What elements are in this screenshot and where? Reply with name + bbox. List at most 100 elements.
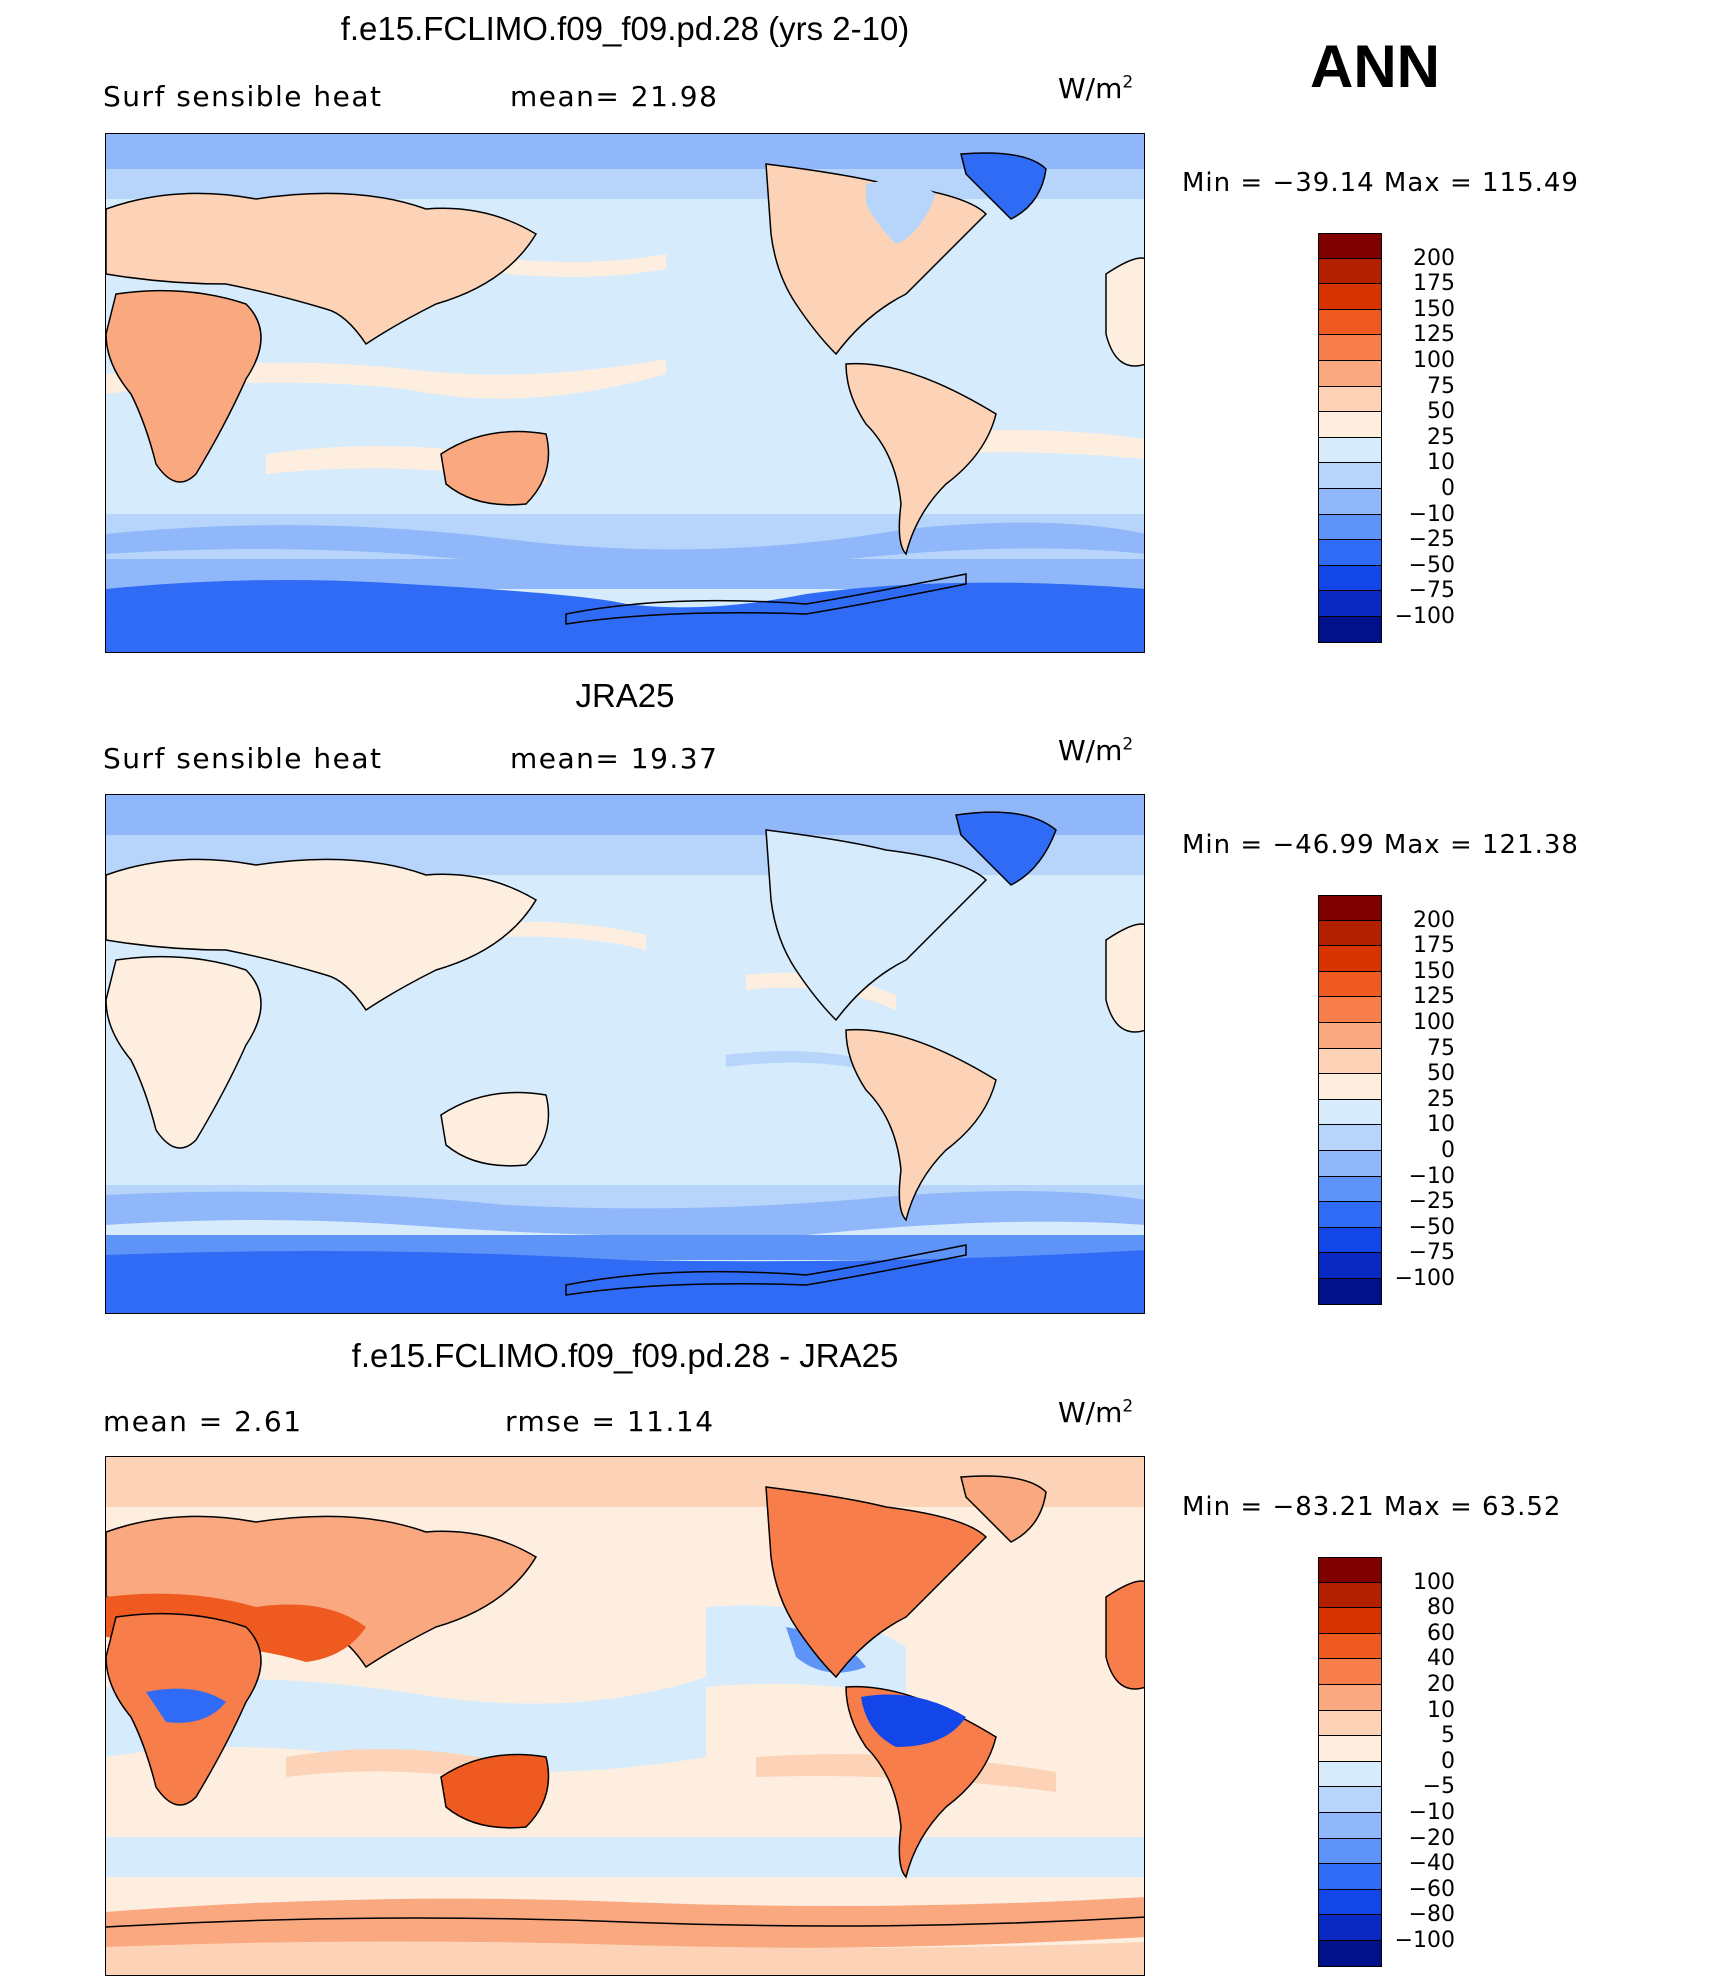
- colorbar-swatch: [1318, 971, 1382, 998]
- colorbar-swatch: [1318, 1710, 1382, 1737]
- colorbar-swatch: [1318, 309, 1382, 336]
- colorbar-swatch: [1318, 1176, 1382, 1203]
- colorbar-tick-label: 25: [1427, 424, 1455, 450]
- panel-3-units-text: W/m: [1058, 1396, 1123, 1429]
- colorbar-tick-label: −10: [1408, 501, 1455, 527]
- colorbar-tick-label: 10: [1427, 1112, 1455, 1138]
- colorbar-swatch: [1318, 1608, 1382, 1634]
- colorbar-tick-label: 125: [1413, 322, 1455, 348]
- colorbar-swatch: [1318, 565, 1382, 592]
- colorbar-tick-label: 10: [1427, 450, 1455, 476]
- panel-1-units-text: W/m: [1058, 72, 1123, 105]
- colorbar-tick-label: 175: [1413, 271, 1455, 297]
- panel-1-mean: mean= 21.98: [510, 80, 719, 113]
- colorbar-tick-label: −75: [1408, 1240, 1455, 1266]
- colorbar-swatch: [1318, 1812, 1382, 1839]
- colorbar-swatch: [1318, 437, 1382, 464]
- panel-1-minmax: Min = −39.14 Max = 115.49: [1182, 168, 1579, 198]
- colorbar-swatch: [1318, 360, 1382, 387]
- season-label: ANN: [1310, 33, 1440, 100]
- panel-2-variable: Surf sensible heat: [103, 742, 383, 775]
- colorbar-swatch: [1318, 386, 1382, 413]
- colorbar-tick-label: 100: [1413, 348, 1455, 373]
- colorbar-tick-label: 100: [1413, 1010, 1455, 1035]
- colorbar-swatch: [1318, 920, 1382, 947]
- colorbar-swatch: [1318, 258, 1382, 285]
- panel-1-colorbar: [1318, 233, 1382, 643]
- colorbar-tick-label: 5: [1441, 1723, 1455, 1749]
- colorbar-tick-label: −40: [1408, 1851, 1455, 1877]
- panel-2-colorbar: [1318, 895, 1382, 1305]
- colorbar-swatch: [1318, 1761, 1382, 1788]
- colorbar-tick-label: −5: [1422, 1774, 1455, 1800]
- colorbar-tick-label: −100: [1394, 1266, 1455, 1291]
- colorbar-swatch: [1318, 1099, 1382, 1126]
- colorbar-tick-label: 200: [1413, 245, 1455, 271]
- panel-1-title: f.e15.FCLIMO.f09_f09.pd.28 (yrs 2-10): [340, 10, 910, 47]
- colorbar-tick-label: −80: [1408, 1902, 1455, 1928]
- colorbar-tick-label: 0: [1441, 1748, 1455, 1774]
- colorbar-tick-label: 200: [1413, 907, 1455, 933]
- colorbar-tick-label: 80: [1427, 1595, 1455, 1621]
- panel-1-map: [105, 133, 1145, 653]
- colorbar-tick-label: 40: [1427, 1646, 1455, 1672]
- colorbar-tick-label: 10: [1427, 1697, 1455, 1723]
- colorbar-tick-label: −100: [1394, 604, 1455, 629]
- colorbar-tick-label: −10: [1408, 1163, 1455, 1189]
- colorbar-swatch: [1318, 1227, 1382, 1254]
- panel-2-title: JRA25: [575, 677, 675, 714]
- colorbar-tick-label: −60: [1408, 1876, 1455, 1902]
- panel-3-minmax: Min = −83.21 Max = 63.52: [1182, 1492, 1562, 1522]
- colorbar-tick-label: −20: [1408, 1825, 1455, 1851]
- panel-3-colorbar: [1318, 1557, 1382, 1967]
- colorbar-swatch: [1318, 1684, 1382, 1711]
- colorbar-swatch: [1318, 1940, 1382, 1967]
- colorbar-tick-label: 0: [1441, 1138, 1455, 1163]
- colorbar-swatch: [1318, 1150, 1382, 1177]
- colorbar-tick-label: 20: [1427, 1672, 1455, 1697]
- panel-2-units-text: W/m: [1058, 734, 1123, 767]
- panel-3-title: f.e15.FCLIMO.f09_f09.pd.28 - JRA25: [351, 1337, 899, 1374]
- colorbar-swatch: [1318, 591, 1382, 617]
- colorbar-tick-label: −50: [1408, 1214, 1455, 1240]
- colorbar-tick-label: 150: [1413, 958, 1455, 984]
- colorbar-tick-label: −50: [1408, 552, 1455, 578]
- colorbar-swatch: [1318, 233, 1382, 259]
- colorbar-swatch: [1318, 1278, 1382, 1305]
- colorbar-tick-label: 50: [1427, 1061, 1455, 1087]
- colorbar-swatch: [1318, 1633, 1382, 1660]
- colorbar-swatch: [1318, 335, 1382, 361]
- colorbar-swatch: [1318, 1659, 1382, 1685]
- colorbar-swatch: [1318, 1889, 1382, 1916]
- colorbar-swatch: [1318, 1253, 1382, 1279]
- colorbar-swatch: [1318, 1048, 1382, 1075]
- colorbar-tick-label: 25: [1427, 1086, 1455, 1112]
- colorbar-tick-label: 100: [1413, 1569, 1455, 1595]
- colorbar-swatch: [1318, 1582, 1382, 1609]
- panel-3-map: [105, 1456, 1145, 1976]
- colorbar-swatch: [1318, 1022, 1382, 1049]
- colorbar-swatch: [1318, 412, 1382, 438]
- colorbar-swatch: [1318, 895, 1382, 921]
- colorbar-swatch: [1318, 1787, 1382, 1813]
- colorbar-swatch: [1318, 1736, 1382, 1762]
- colorbar-swatch: [1318, 1202, 1382, 1228]
- colorbar-swatch: [1318, 946, 1382, 972]
- panel-1-units: W/m2: [1058, 72, 1133, 105]
- colorbar-swatch: [1318, 284, 1382, 310]
- colorbar-swatch: [1318, 997, 1382, 1023]
- colorbar-swatch: [1318, 1125, 1382, 1151]
- colorbar-swatch: [1318, 1838, 1382, 1865]
- colorbar-tick-label: 75: [1427, 373, 1455, 399]
- colorbar-swatch: [1318, 540, 1382, 566]
- colorbar-tick-label: 175: [1413, 933, 1455, 959]
- panel-3-units-sup: 2: [1122, 1396, 1134, 1417]
- panel-3-mean: mean = 2.61: [103, 1405, 303, 1438]
- colorbar-swatch: [1318, 1864, 1382, 1890]
- panel-3-rmse: rmse = 11.14: [505, 1405, 715, 1438]
- colorbar-swatch: [1318, 463, 1382, 489]
- colorbar-tick-label: −25: [1408, 1189, 1455, 1215]
- colorbar-tick-label: 150: [1413, 296, 1455, 322]
- panel-2-mean: mean= 19.37: [510, 742, 719, 775]
- panel-2-minmax: Min = −46.99 Max = 121.38: [1182, 830, 1579, 860]
